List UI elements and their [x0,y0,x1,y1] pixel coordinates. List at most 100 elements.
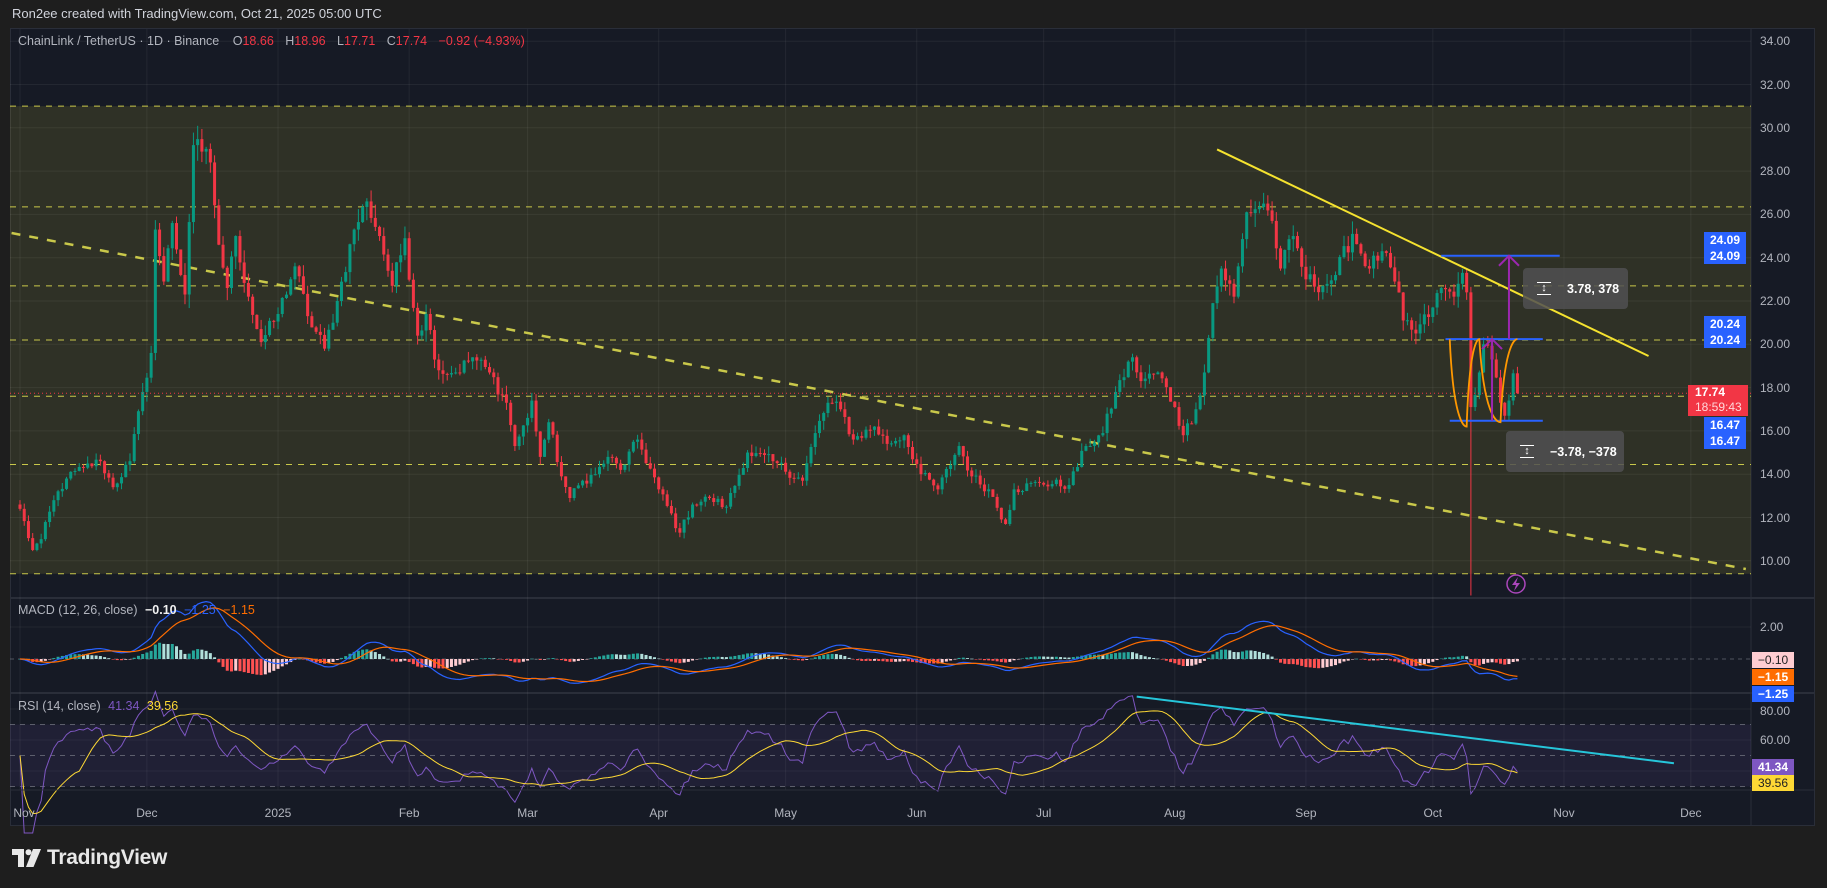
symbol-name[interactable]: ChainLink / TetherUS · 1D · Binance [18,34,220,48]
tradingview-logo[interactable]: TradingView [12,846,167,870]
macd-histogram-bar [576,659,580,661]
candle-body [543,439,547,457]
candle-body [1181,425,1185,436]
candle [217,199,221,246]
candle [297,265,301,283]
candle [995,493,999,512]
macd-histogram-bar [382,656,386,659]
candle-body [881,434,885,436]
price-axis-tick: 20.00 [1760,337,1791,352]
candle [483,355,487,370]
macd-histogram-bar [356,650,360,659]
macd-histogram-bar [48,659,52,660]
candle [830,398,834,405]
candle-body [352,229,356,245]
candle [521,425,525,445]
macd-histogram-bar [1380,659,1384,661]
candle [1080,443,1084,468]
macd-histogram-bar [526,659,530,661]
candle-body [856,436,860,440]
measure-label-down[interactable]: ↕ −3.78, −378 [1506,431,1624,472]
candle [534,394,538,437]
macd-histogram-bar [428,659,432,667]
candle-body [1262,203,1266,208]
candle-body [720,498,724,508]
candle-body [911,446,915,460]
candle-body [1359,244,1363,254]
measure-label-up[interactable]: ↕ 3.78, 378 [1523,268,1628,309]
macd-legend[interactable]: MACD (12, 26, close) −0.10 −1.25 −1.15 [18,603,259,617]
candle-body [1211,303,1215,338]
event-lightning-icon[interactable] [1506,574,1526,594]
macd-histogram-bar [475,659,479,660]
candle-body [547,422,551,440]
candle [932,478,936,492]
macd-line-badge: −1.25 [1752,686,1794,702]
candle [936,483,940,495]
candle [1295,231,1299,251]
candle-body [915,459,919,464]
macd-histogram-bar [1515,659,1519,662]
candle-body [242,262,246,283]
macd-histogram-bar [1334,659,1338,666]
macd-histogram-bar [1236,652,1240,659]
macd-histogram-bar [729,656,733,659]
candle [1418,313,1422,341]
rsi-value: 41.34 [108,699,140,713]
candle [399,243,403,273]
candle-body [691,504,695,518]
open-value: 18.66 [242,34,274,48]
macd-histogram-bar [589,658,593,659]
candle [479,357,483,371]
macd-title[interactable]: MACD (12, 26, close) [18,603,138,617]
candle [733,485,737,498]
candle [1198,392,1202,411]
candle-body [365,201,369,207]
macd-histogram-bar [1198,659,1202,664]
rsi-title[interactable]: RSI (14, close) [18,699,101,713]
macd-histogram-bar [987,659,991,661]
candle [145,372,149,402]
candle [691,502,695,519]
candle [1054,477,1058,487]
candle [792,473,796,484]
candle-body [974,475,978,477]
candle [500,388,504,402]
rsi-legend[interactable]: RSI (14, close) 41.34 39.56 [18,699,182,713]
candle [1266,195,1270,216]
candle [1236,262,1240,299]
macd-histogram-bar [636,653,640,659]
macd-histogram-bar [441,659,445,669]
candle [1122,368,1126,388]
candle-body [1304,266,1308,280]
candle-body [1473,395,1477,408]
neckline-badge-2: 20.24 [1704,332,1746,348]
candle [445,372,449,381]
macd-histogram-bar [716,656,720,659]
candle-body [318,331,322,335]
candle-body [120,477,124,484]
candle-body [289,279,293,295]
candle-body [1215,286,1219,304]
symbol-legend[interactable]: ChainLink / TetherUS · 1D · Binance O18.… [18,34,529,48]
macd-histogram-bar [1435,659,1439,661]
macd-histogram-bar [242,659,246,673]
macd-histogram-bar [839,654,843,659]
candle [1194,402,1198,426]
candle-body [458,372,462,374]
candle [1105,407,1109,442]
time-axis-label: Sep [1295,806,1317,820]
price-axis-tick: 24.00 [1760,250,1791,265]
candle [796,472,800,480]
candle [73,468,77,476]
candle-body [1236,266,1240,297]
candle [564,476,568,494]
candle-body [729,492,733,507]
candle-body [1422,314,1426,325]
macd-histogram-bar [661,659,665,660]
candle-body [978,475,982,485]
macd-histogram-bar [94,655,98,659]
macd-histogram-bar [1185,659,1189,667]
candle [1029,481,1033,487]
